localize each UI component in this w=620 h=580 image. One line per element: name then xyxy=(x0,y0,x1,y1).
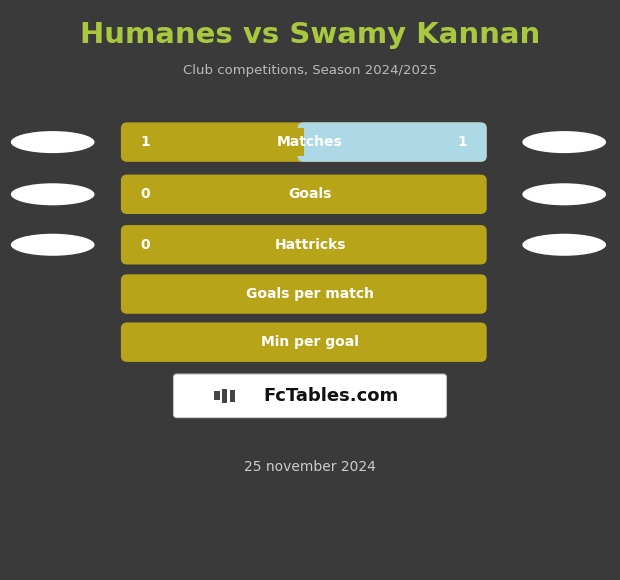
Text: Club competitions, Season 2024/2025: Club competitions, Season 2024/2025 xyxy=(183,64,437,77)
Text: Matches: Matches xyxy=(277,135,343,149)
Text: Goals per match: Goals per match xyxy=(246,287,374,301)
Text: 0: 0 xyxy=(141,238,151,252)
Text: Humanes vs Swamy Kannan: Humanes vs Swamy Kannan xyxy=(80,21,540,49)
Bar xyxy=(214,392,220,400)
Ellipse shape xyxy=(522,234,606,256)
FancyBboxPatch shape xyxy=(174,374,446,418)
FancyBboxPatch shape xyxy=(121,322,487,362)
Text: Min per goal: Min per goal xyxy=(261,335,359,349)
Text: FcTables.com: FcTables.com xyxy=(264,387,399,405)
Text: 1: 1 xyxy=(457,135,467,149)
Ellipse shape xyxy=(11,234,95,256)
FancyBboxPatch shape xyxy=(121,122,487,162)
FancyBboxPatch shape xyxy=(121,175,487,214)
Bar xyxy=(304,128,313,156)
Ellipse shape xyxy=(11,183,95,205)
Ellipse shape xyxy=(522,183,606,205)
FancyBboxPatch shape xyxy=(298,122,487,162)
Text: 1: 1 xyxy=(141,135,151,149)
Text: 25 november 2024: 25 november 2024 xyxy=(244,460,376,474)
Text: Goals: Goals xyxy=(288,187,332,201)
Bar xyxy=(230,390,235,401)
Text: Hattricks: Hattricks xyxy=(274,238,346,252)
FancyBboxPatch shape xyxy=(121,225,487,264)
FancyBboxPatch shape xyxy=(121,274,487,314)
Bar xyxy=(294,128,304,156)
Bar xyxy=(222,389,227,403)
Text: 0: 0 xyxy=(141,187,151,201)
Ellipse shape xyxy=(522,131,606,153)
Ellipse shape xyxy=(11,131,95,153)
